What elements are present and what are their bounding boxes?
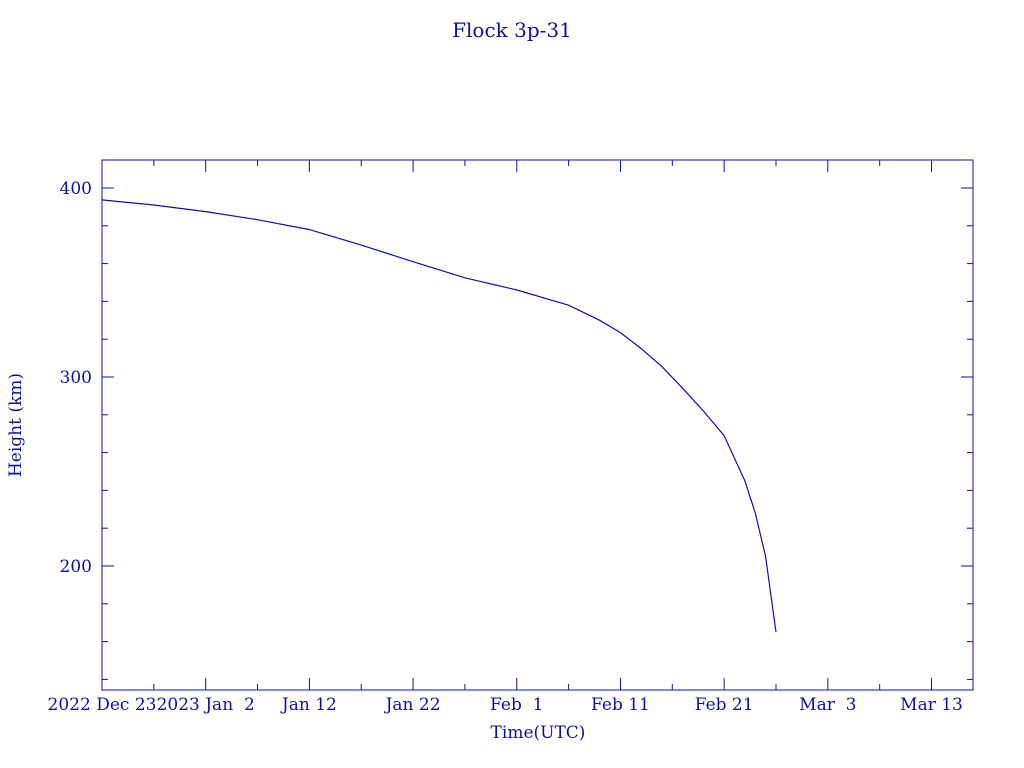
x-axis-label: Time(UTC) (491, 723, 586, 743)
y-tick-label: 200 (60, 557, 92, 577)
x-tick-label: Feb 1 (490, 695, 543, 715)
y-tick-label: 300 (60, 368, 92, 388)
x-tick-label: Feb 21 (695, 695, 754, 715)
x-tick-label: Feb 11 (591, 695, 650, 715)
data-line (101, 199, 777, 633)
y-tick-label: 400 (60, 179, 92, 199)
x-tick-label: Mar 13 (900, 695, 963, 715)
x-tick-label: 2022 Dec 23 (48, 695, 157, 715)
x-tick-label: Jan 12 (280, 695, 337, 715)
x-tick-label: Jan 22 (384, 695, 441, 715)
x-tick-label: Mar 3 (799, 695, 856, 715)
plot-frame (101, 159, 974, 691)
x-tick-label: 2023 Jan 2 (157, 695, 255, 715)
chart-title: Flock 3p-31 (452, 18, 572, 42)
y-axis-label: Height (km) (6, 373, 26, 477)
